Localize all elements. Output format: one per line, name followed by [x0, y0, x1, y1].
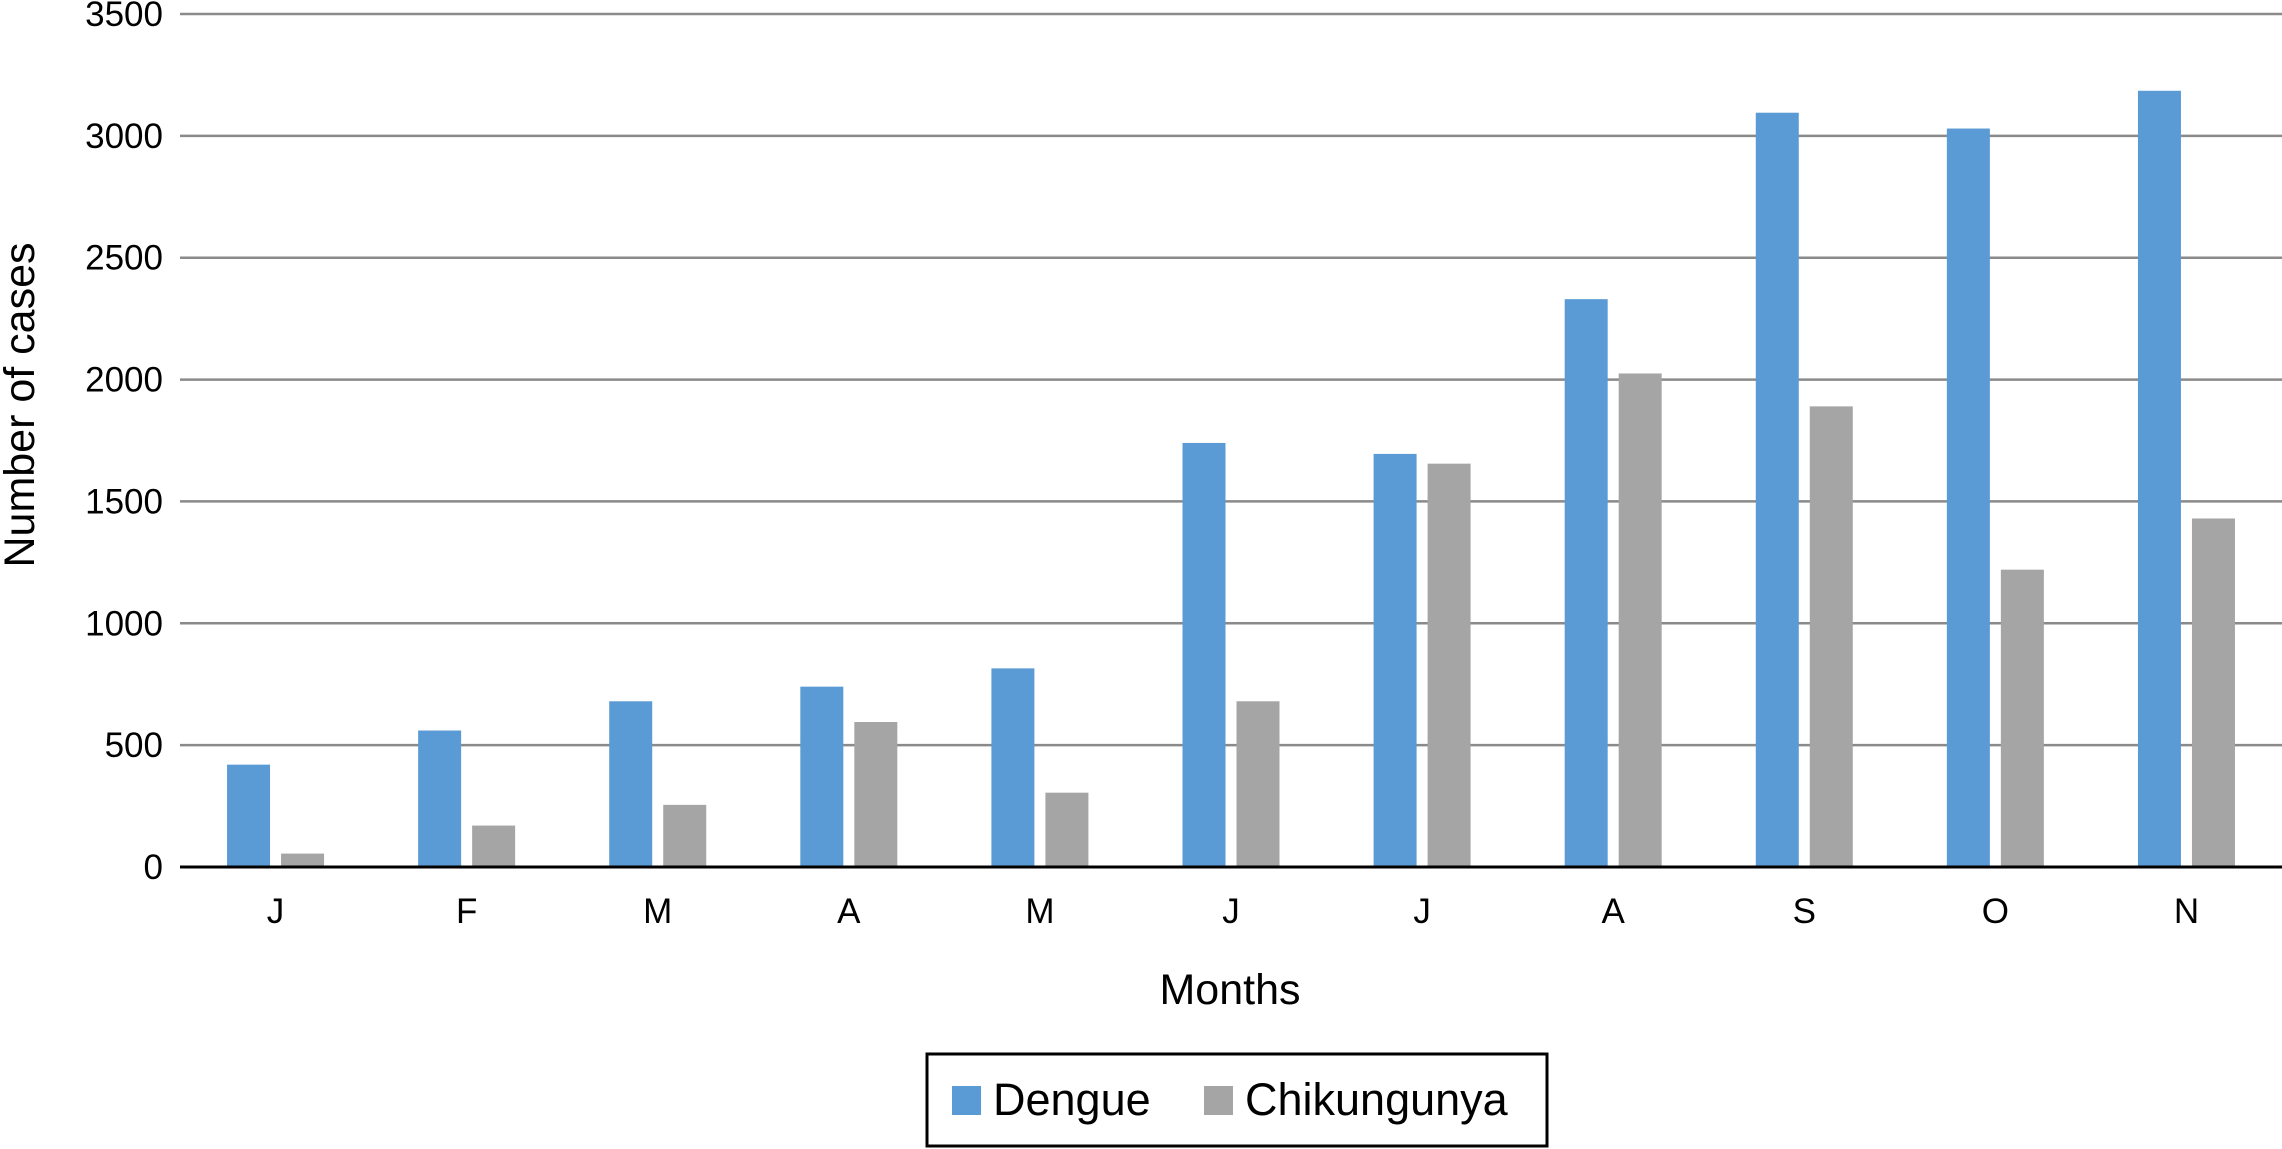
y-tick-label: 3000	[85, 117, 163, 156]
bar-dengue	[1564, 299, 1608, 867]
x-tick-label: S	[1793, 892, 1816, 931]
bar-dengue	[991, 668, 1035, 867]
legend: Dengue Chikungunya	[925, 1052, 1549, 1148]
x-tick-label: J	[267, 892, 285, 931]
x-tick-label: F	[456, 892, 477, 931]
y-tick-label: 2500	[85, 239, 163, 278]
x-tick-label: J	[1222, 892, 1240, 931]
bar-chikungunya	[1236, 701, 1280, 867]
x-tick-label: J	[1413, 892, 1431, 931]
x-tick-label: A	[1602, 892, 1626, 931]
bar-chikungunya	[663, 804, 707, 867]
legend-box	[925, 1052, 1549, 1148]
bar-dengue	[1182, 442, 1226, 867]
bar-chikungunya	[472, 825, 516, 867]
bar-dengue	[2137, 90, 2181, 867]
bars	[227, 90, 2235, 867]
x-tick-label: M	[643, 892, 672, 931]
y-tick-label: 0	[144, 848, 163, 887]
bar-chikungunya	[2191, 518, 2235, 867]
x-tick-label: O	[1982, 892, 2009, 931]
x-tick-label: N	[2174, 892, 2199, 931]
bar-dengue	[227, 764, 271, 867]
bar-chikungunya	[854, 721, 898, 867]
x-tick-label: M	[1025, 892, 1054, 931]
y-tick-labels: 0 500 1000 1500 2000 2500 3000 3500	[85, 0, 163, 887]
bar-chikungunya	[281, 853, 325, 867]
y-tick-label: 500	[105, 726, 163, 765]
y-tick-label: 3500	[85, 0, 163, 34]
legend-swatch-dengue	[952, 1086, 981, 1115]
legend-swatch-chikungunya	[1204, 1086, 1233, 1115]
bar-chikungunya	[1427, 463, 1471, 867]
bar-chikungunya	[1045, 792, 1089, 867]
bar-dengue	[1755, 112, 1799, 867]
legend-label-chikungunya: Chikungunya	[1245, 1074, 1509, 1125]
bar-chikungunya	[1809, 406, 1853, 867]
bar-chikungunya	[2000, 569, 2044, 867]
bar-dengue	[1946, 128, 1990, 867]
bar-dengue	[800, 686, 844, 867]
y-tick-label: 2000	[85, 361, 163, 400]
bar-dengue	[1373, 453, 1417, 867]
y-tick-label: 1000	[85, 604, 163, 643]
gridlines	[180, 12, 2282, 747]
bar-dengue	[609, 701, 653, 867]
y-tick-label: 1500	[85, 482, 163, 521]
bar-chikungunya	[1618, 373, 1662, 867]
x-tick-label: A	[837, 892, 861, 931]
x-axis-title: Months	[1159, 966, 1300, 1014]
bar-dengue	[418, 730, 462, 867]
legend-label-dengue: Dengue	[993, 1074, 1151, 1125]
y-axis-title: Number of cases	[0, 242, 44, 567]
